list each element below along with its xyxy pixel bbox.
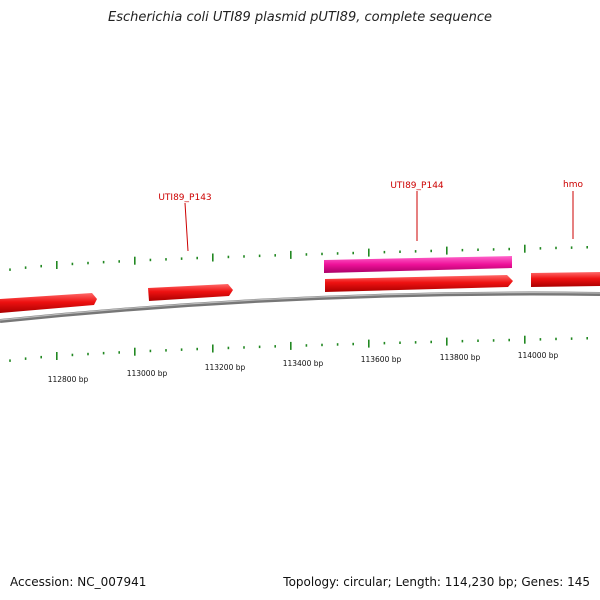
outer-tick-row: [9, 244, 589, 271]
map-title: Escherichia coli UTI89 plasmid pUTI89, c…: [108, 10, 492, 25]
backbone-arc-highlight: [0, 291, 600, 321]
gene-label-leader: [184, 202, 189, 252]
gene-highlight-block[interactable]: [324, 256, 512, 273]
accession-text: Accession: NC_007941: [10, 575, 147, 589]
ruler-label: 114000 bp: [518, 351, 559, 360]
gene-label[interactable]: UTI89_P143: [158, 193, 211, 203]
gene-label[interactable]: hmo: [563, 180, 583, 190]
ruler-label: 112800 bp: [48, 375, 89, 384]
gene-label[interactable]: UTI89_P144: [390, 181, 444, 191]
summary-text: Topology: circular; Length: 114,230 bp; …: [283, 575, 590, 589]
ruler-label: 113200 bp: [205, 363, 246, 372]
ruler-label: 113800 bp: [440, 353, 481, 362]
ruler-label: 113600 bp: [361, 355, 402, 364]
gene-arrow[interactable]: [0, 293, 97, 313]
gene-arrow[interactable]: [531, 272, 600, 287]
gene-arrow[interactable]: [325, 275, 513, 292]
inner-tick-row: [9, 335, 589, 362]
ruler-label: 113000 bp: [127, 369, 168, 378]
ruler-label: 113400 bp: [283, 359, 324, 368]
gene-arrow[interactable]: [148, 284, 233, 301]
backbone-arc: [0, 291, 600, 323]
